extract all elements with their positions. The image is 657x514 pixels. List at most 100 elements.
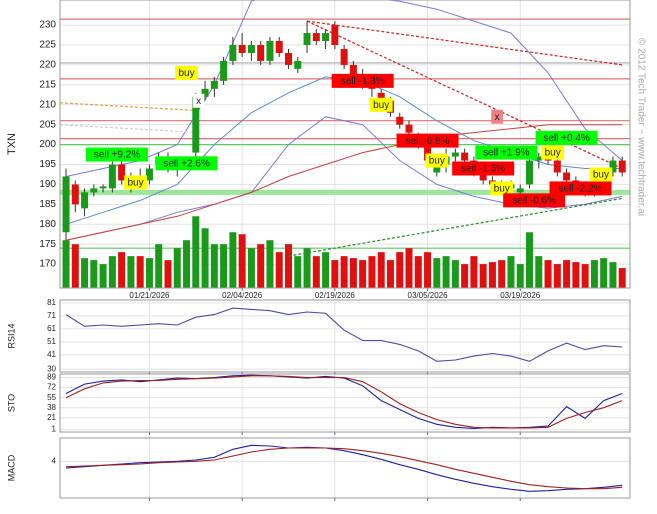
volume-bar: [62, 240, 70, 288]
volume-bar: [108, 256, 116, 288]
annotation-box: [452, 161, 515, 176]
annotation-label: sell -0.6%: [512, 196, 556, 207]
candle-body: [424, 144, 432, 161]
volume-bar: [312, 256, 320, 288]
y-tick-label: 230: [39, 20, 56, 31]
candle-body: [90, 188, 98, 193]
annotation-label: sell +1.9%: [483, 148, 530, 159]
y-tick-label: 1: [52, 425, 57, 434]
x-tick-label: 01/21/2026: [129, 291, 170, 300]
annotation-box: [541, 145, 565, 160]
trend-line: [306, 20, 623, 66]
y-tick-label: 71: [47, 311, 56, 320]
y-tick-label: 225: [39, 40, 56, 51]
candle-body: [535, 156, 543, 161]
trend-line: [306, 20, 623, 170]
trend-line: [60, 124, 201, 134]
candle-body: [62, 176, 70, 233]
y-tick-label: 4: [52, 456, 57, 465]
volume-bar: [488, 262, 496, 288]
volume-bar: [563, 260, 571, 288]
volume-bar: [266, 240, 274, 288]
volume-bar: [470, 256, 478, 288]
volume-bar: [136, 256, 144, 288]
candle-body: [516, 188, 524, 193]
watermark: © 2012 Tech Trader ~ www.techtrader.ai: [635, 38, 646, 216]
volume-bar: [173, 248, 181, 288]
panel-frame: [59, 373, 631, 433]
volume-bar: [553, 264, 561, 288]
volume-bar: [71, 244, 79, 288]
candle-body: [322, 33, 330, 42]
y-tick-label: 175: [39, 239, 56, 250]
candle-body: [553, 160, 561, 173]
volume-bar: [572, 262, 580, 288]
panel-frame: [59, 0, 631, 289]
candle-body: [526, 160, 534, 185]
y-tick-label: 72: [47, 383, 56, 392]
candle-body: [247, 45, 255, 53]
candle-body: [377, 92, 385, 101]
volume-bar: [340, 256, 348, 288]
volume-bar: [609, 262, 617, 288]
candle-body: [275, 41, 283, 53]
candle-body: [192, 96, 200, 153]
candle-body: [303, 33, 311, 46]
y-tick-label: 210: [39, 99, 56, 110]
volume-bar: [192, 216, 200, 288]
volume-bar: [90, 260, 98, 288]
trend-line: [288, 197, 623, 257]
candle-body: [331, 25, 339, 46]
annotation-label: x: [196, 96, 201, 107]
annotation-box: [535, 130, 598, 145]
annotation-label: buy: [545, 148, 561, 159]
candle-body: [479, 172, 487, 181]
volume-bar: [516, 264, 524, 288]
volume-bar: [479, 264, 487, 288]
volume-bar: [386, 260, 394, 288]
annotation-box: [369, 97, 393, 112]
panel: [60, 300, 630, 372]
annotation-label: sell +0.4%: [543, 133, 590, 144]
annotation-label: sell +2.6%: [163, 158, 210, 169]
annotation-box: [589, 167, 613, 182]
volume-bar: [294, 256, 302, 288]
volume-bar: [424, 252, 432, 288]
y-tick-label: 215: [39, 79, 56, 90]
y-tick-label: 21: [47, 413, 56, 422]
candle-body: [71, 184, 79, 205]
panel: [60, 438, 630, 498]
x-tick-label: 02/19/2026: [315, 291, 356, 300]
volume-bar: [81, 258, 89, 288]
annotation-label: sell -1.3%: [341, 76, 385, 87]
candle-body: [145, 168, 153, 181]
volume-bar: [377, 252, 385, 288]
annotation-box: [490, 181, 514, 196]
annotation-box: [124, 175, 147, 190]
volume-bar: [183, 240, 191, 288]
candle-body: [210, 80, 218, 89]
annotation-label: sell -1.6%: [461, 164, 505, 175]
indicator-line: [65, 375, 623, 429]
volume-bar: [618, 268, 626, 288]
indicator-line: [65, 447, 623, 490]
y-axis-label: MACD: [6, 454, 16, 481]
candle-body: [266, 41, 274, 61]
candle-body: [396, 116, 404, 125]
y-tick-label: 38: [47, 403, 56, 412]
y-tick-label: 30: [47, 364, 56, 373]
volume-bar: [331, 260, 339, 288]
volume-bar: [414, 256, 422, 288]
annotation-label: buy: [373, 100, 389, 111]
y-tick-label: 195: [39, 159, 56, 170]
y-axis-label: TXN: [6, 133, 18, 155]
candle-body: [405, 124, 413, 133]
candle-body: [618, 160, 626, 173]
annotation-box: [475, 145, 538, 160]
volume-bar: [590, 260, 598, 288]
annotation-box: [155, 156, 218, 171]
volume-bar: [164, 260, 172, 288]
annotation-label: buy: [593, 170, 609, 181]
volume-bar: [581, 264, 589, 288]
annotation-label: buy: [178, 68, 194, 79]
